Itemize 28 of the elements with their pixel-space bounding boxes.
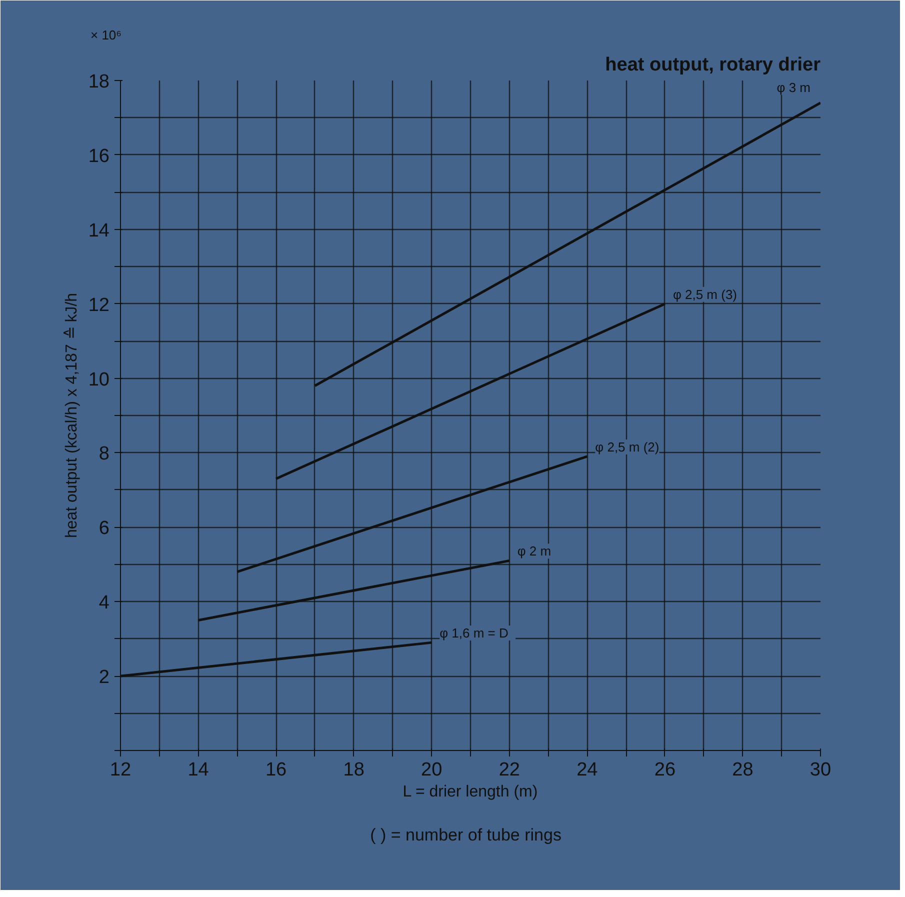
y-tick-label: 6	[98, 518, 110, 540]
x-tick-label: 18	[343, 760, 364, 780]
x-tick-label: 16	[265, 760, 287, 780]
x-axis-title: L = drier length (m)	[402, 784, 538, 800]
y-tick-label: 2	[98, 667, 110, 688]
y-tick-label: 14	[88, 220, 110, 242]
series-label: φ 2,5 m (3)	[672, 286, 738, 302]
y-axis-title: heat output (kcal/h) x 4,187 ≙ kJ/h	[63, 292, 80, 538]
series-label: φ 1,6 m = D	[440, 626, 508, 641]
y-tick-label: 4	[98, 592, 110, 614]
x-tick-label: 26	[654, 760, 676, 780]
x-tick-label: 22	[498, 760, 520, 780]
y-tick-label: 8	[98, 444, 110, 465]
y-tick-label: 12	[88, 294, 110, 316]
y-tick-label: 18	[88, 72, 110, 92]
series-label: φ 3 m	[776, 80, 811, 95]
y-tick-label: 16	[88, 146, 110, 167]
x-tick-label: 20	[421, 760, 442, 780]
text: × 10⁶	[90, 28, 122, 42]
x-tick-label: 14	[188, 760, 210, 780]
text: ( ) = number of tube rings	[370, 826, 562, 844]
x-tick-label: 28	[732, 760, 754, 780]
x-tick-label: 30	[810, 760, 832, 780]
series-label: φ 2,5 m (2)	[595, 439, 660, 454]
series-label: φ 2 m	[517, 544, 552, 559]
chart-title: heat output, rotary drier	[605, 54, 822, 76]
y-tick-label: 10	[88, 369, 110, 390]
x-tick-label: 24	[576, 760, 598, 780]
